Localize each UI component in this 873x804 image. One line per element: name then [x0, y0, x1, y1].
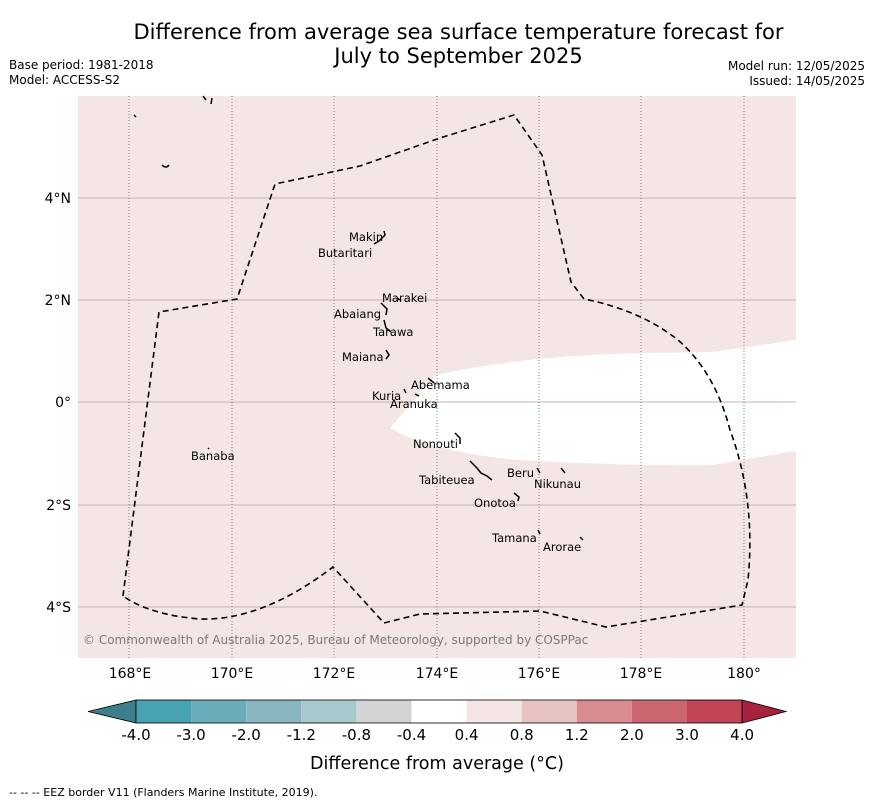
colorbar-swatch [631, 700, 687, 723]
copyright-notice: © Commonwealth of Australia 2025, Bureau… [83, 633, 588, 647]
lat-label: 0° [55, 395, 71, 411]
island-label: Kuria [372, 389, 401, 403]
colorbar-tick-label: -3.0 [176, 726, 205, 744]
island-label: Makin [349, 230, 383, 244]
latitude-labels: 4°N 2°N 0° 2°S 4°S [45, 191, 72, 616]
colorbar-tick-label: -4.0 [121, 726, 150, 744]
colorbar-tick-labels: -4.0 -3.0 -2.0 -1.2 -0.8 -0.4 0.4 0.8 1.2 2.0 3.0 4… [121, 726, 754, 744]
neutral-anomaly-area [390, 340, 796, 466]
lat-label: 2°N [45, 293, 71, 309]
lat-label: 4°N [45, 191, 71, 207]
lon-label: 170°E [211, 666, 254, 680]
colorbar-tick-label: 3.0 [675, 726, 699, 744]
title-line-2: July to September 2025 [334, 44, 583, 68]
colorbar-swatch [466, 700, 522, 723]
island-label: Abaiang [334, 307, 381, 321]
colorbar-tick-label: -2.0 [232, 726, 261, 744]
colorbar-swatch [687, 700, 743, 723]
lon-label: 168°E [109, 666, 152, 680]
island-label: Tabiteuea [418, 473, 475, 487]
colorbar-extend-high [741, 699, 788, 724]
chart-title: Difference from average sea surface temp… [0, 20, 873, 68]
colorbar-swatch [136, 700, 192, 723]
island-label: Butaritari [318, 246, 372, 260]
colorbar-tick-label: -0.4 [397, 726, 426, 744]
island-label: Marakei [382, 291, 427, 305]
island-marks [133, 95, 584, 541]
model-run: Model run: 12/05/2025 [727, 59, 865, 73]
colorbar-swatch [246, 700, 302, 723]
colorbar-tick-label: 4.0 [730, 726, 754, 744]
island-label: Beru [507, 466, 534, 480]
island-label: Nonouti [413, 437, 458, 451]
colorbar-swatch [411, 700, 467, 723]
meta-left: Base period: 1981-2018 Model: ACCESS-S2 [9, 58, 154, 88]
colorbar-swatch [521, 700, 577, 723]
meta-right: Model run: 12/05/2025 Issued: 14/05/2025 [728, 59, 865, 89]
island-label: Nikunau [534, 477, 581, 491]
lon-label: 180° [727, 666, 761, 680]
colorbar-tick-label: 2.0 [620, 726, 644, 744]
island-label: Aranuka [390, 397, 438, 411]
eez-footnote: -- -- -- EEZ border V11 (Flanders Marine… [9, 786, 318, 799]
lon-label: 176°E [518, 666, 561, 680]
colorbar-swatch [301, 700, 357, 723]
island-label: Tarawa [372, 325, 413, 339]
eez-border [122, 114, 751, 628]
colorbar-tick-label: -1.2 [287, 726, 316, 744]
issued-date: Issued: 14/05/2025 [749, 74, 865, 88]
colorbar-tick-label: 0.4 [455, 726, 479, 744]
island-label: Arorae [543, 540, 581, 554]
colorbar-tick-label: -0.8 [342, 726, 371, 744]
island-label: Abemama [411, 378, 470, 392]
island-label: Tamana [491, 531, 537, 545]
map: Makin Butaritari Marakei Abaiang Tarawa … [45, 95, 796, 680]
lon-label: 172°E [313, 666, 356, 680]
colorbar-outline [135, 699, 743, 724]
colorbar-swatch [191, 700, 247, 723]
colorbar-swatch [576, 700, 632, 723]
base-period: Base period: 1981-2018 [9, 58, 154, 72]
colorbar-extend-low [87, 699, 137, 724]
lat-label: 4°S [46, 600, 71, 616]
colorbar-swatches [87, 699, 788, 724]
colorbar-tick-label: 0.8 [510, 726, 534, 744]
colorbar-label: Difference from average (°C) [310, 754, 564, 774]
longitude-gridlines [128, 96, 745, 658]
colorbar-swatch [356, 700, 412, 723]
island-label: Banaba [191, 449, 235, 463]
lon-label: 178°E [620, 666, 663, 680]
island-label: Maiana [342, 350, 384, 364]
lat-label: 2°S [46, 498, 71, 514]
colorbar-tick-label: 1.2 [565, 726, 589, 744]
island-labels: Makin Butaritari Marakei Abaiang Tarawa … [191, 230, 581, 554]
longitude-labels: 168°E 170°E 172°E 174°E 176°E 178°E 180° [109, 666, 761, 680]
island-label: Onotoa [474, 496, 516, 510]
title-line-1: Difference from average sea surface temp… [133, 20, 784, 44]
model-name: Model: ACCESS-S2 [9, 73, 121, 87]
lon-label: 174°E [416, 666, 459, 680]
